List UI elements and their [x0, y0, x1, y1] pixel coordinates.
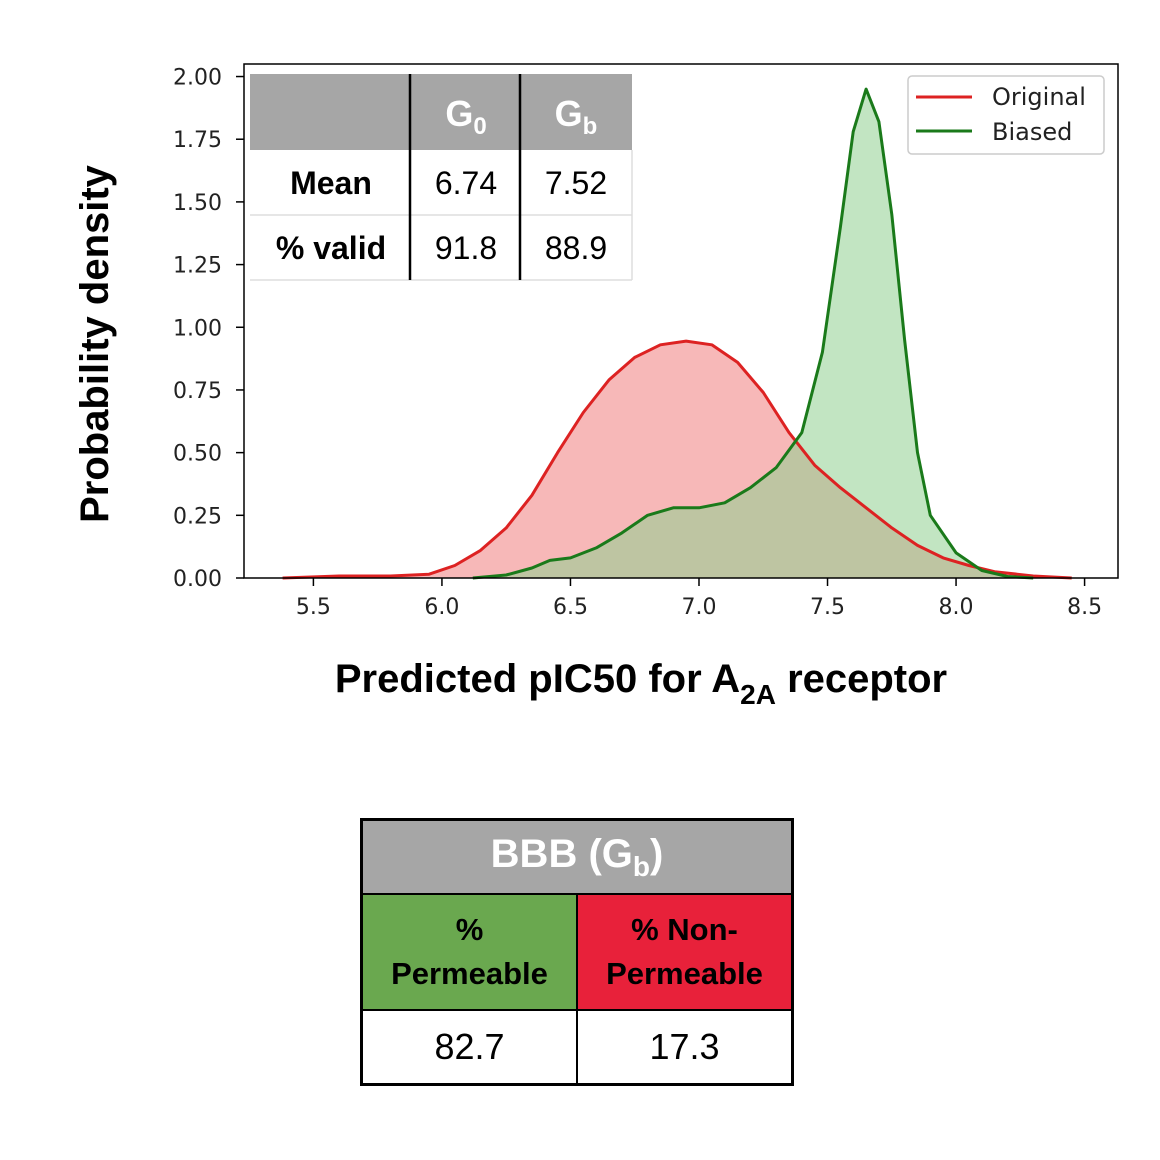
y-tick-label: 0.75	[173, 379, 222, 404]
inset-row-label-mean: Mean	[290, 165, 372, 201]
x-axis-label: Predicted pIC50 for A2A receptor	[335, 657, 947, 710]
inset-stats-table: G0 Gb Mean 6.74 7.52 % valid 91.8 88.9	[250, 74, 633, 281]
y-tick-label: 1.75	[173, 128, 222, 153]
x-tick-label: 7.5	[810, 595, 845, 620]
bbb-value-non-permeable: 17.3	[576, 1009, 794, 1086]
y-tick-label: 0.25	[173, 504, 222, 529]
inset-row-label-valid: % valid	[276, 230, 386, 266]
plot-frame	[243, 63, 1119, 579]
inset-cell-mean-g0: 6.74	[435, 165, 497, 201]
legend-label-biased: Biased	[992, 118, 1072, 146]
series-line-biased	[472, 87, 1034, 580]
x-axis-ticks: 5.5 6.0 6.5 7.0 7.5 8.0 8.5	[296, 578, 1102, 620]
legend-label-original: Original	[992, 83, 1086, 111]
series-lines	[282, 87, 1072, 580]
series-line-original	[282, 339, 1072, 580]
x-tick-label: 5.5	[296, 595, 331, 620]
x-tick-label: 7.0	[681, 595, 716, 620]
legend: Original Biased	[907, 75, 1105, 155]
inset-cell-mean-gb: 7.52	[545, 165, 607, 201]
bbb-table-title: BBB (Gb)	[360, 818, 794, 895]
y-tick-label: 0.50	[173, 442, 222, 467]
density-chart: 5.5 6.0 6.5 7.0 7.5 8.0 8.5 0.00 0.25 0.50 0.75 1.…	[73, 63, 1119, 710]
bbb-table: BBB (Gb) % Permeable % Non- Permeable 82.7…	[360, 818, 794, 1086]
y-tick-label: 1.00	[173, 316, 222, 341]
y-axis-ticks: 0.00 0.25 0.50 0.75 1.00 1.25 1.50 1.75 2.00	[173, 66, 244, 592]
inset-cell-valid-gb: 88.9	[545, 230, 607, 266]
y-tick-label: 1.25	[173, 254, 222, 279]
bbb-value-permeable: 82.7	[360, 1009, 578, 1086]
inset-table-header-bg	[250, 74, 632, 150]
y-axis-label: Probability density	[73, 164, 117, 523]
inset-col-gb: Gb	[555, 93, 598, 140]
x-tick-label: 6.5	[553, 595, 588, 620]
y-tick-label: 2.00	[173, 66, 222, 91]
x-tick-label: 6.0	[424, 595, 459, 620]
series-fill-biased	[472, 89, 1034, 578]
bbb-header-non-permeable: % Non- Permeable	[576, 893, 794, 1011]
x-tick-label: 8.0	[939, 595, 974, 620]
inset-col-g0: G0	[445, 93, 486, 140]
y-tick-label: 1.50	[173, 191, 222, 216]
y-tick-label: 0.00	[173, 567, 222, 592]
series-fills	[282, 89, 1072, 578]
inset-cell-valid-g0: 91.8	[435, 230, 497, 266]
bbb-header-permeable: % Permeable	[360, 893, 578, 1011]
x-tick-label: 8.5	[1067, 595, 1102, 620]
